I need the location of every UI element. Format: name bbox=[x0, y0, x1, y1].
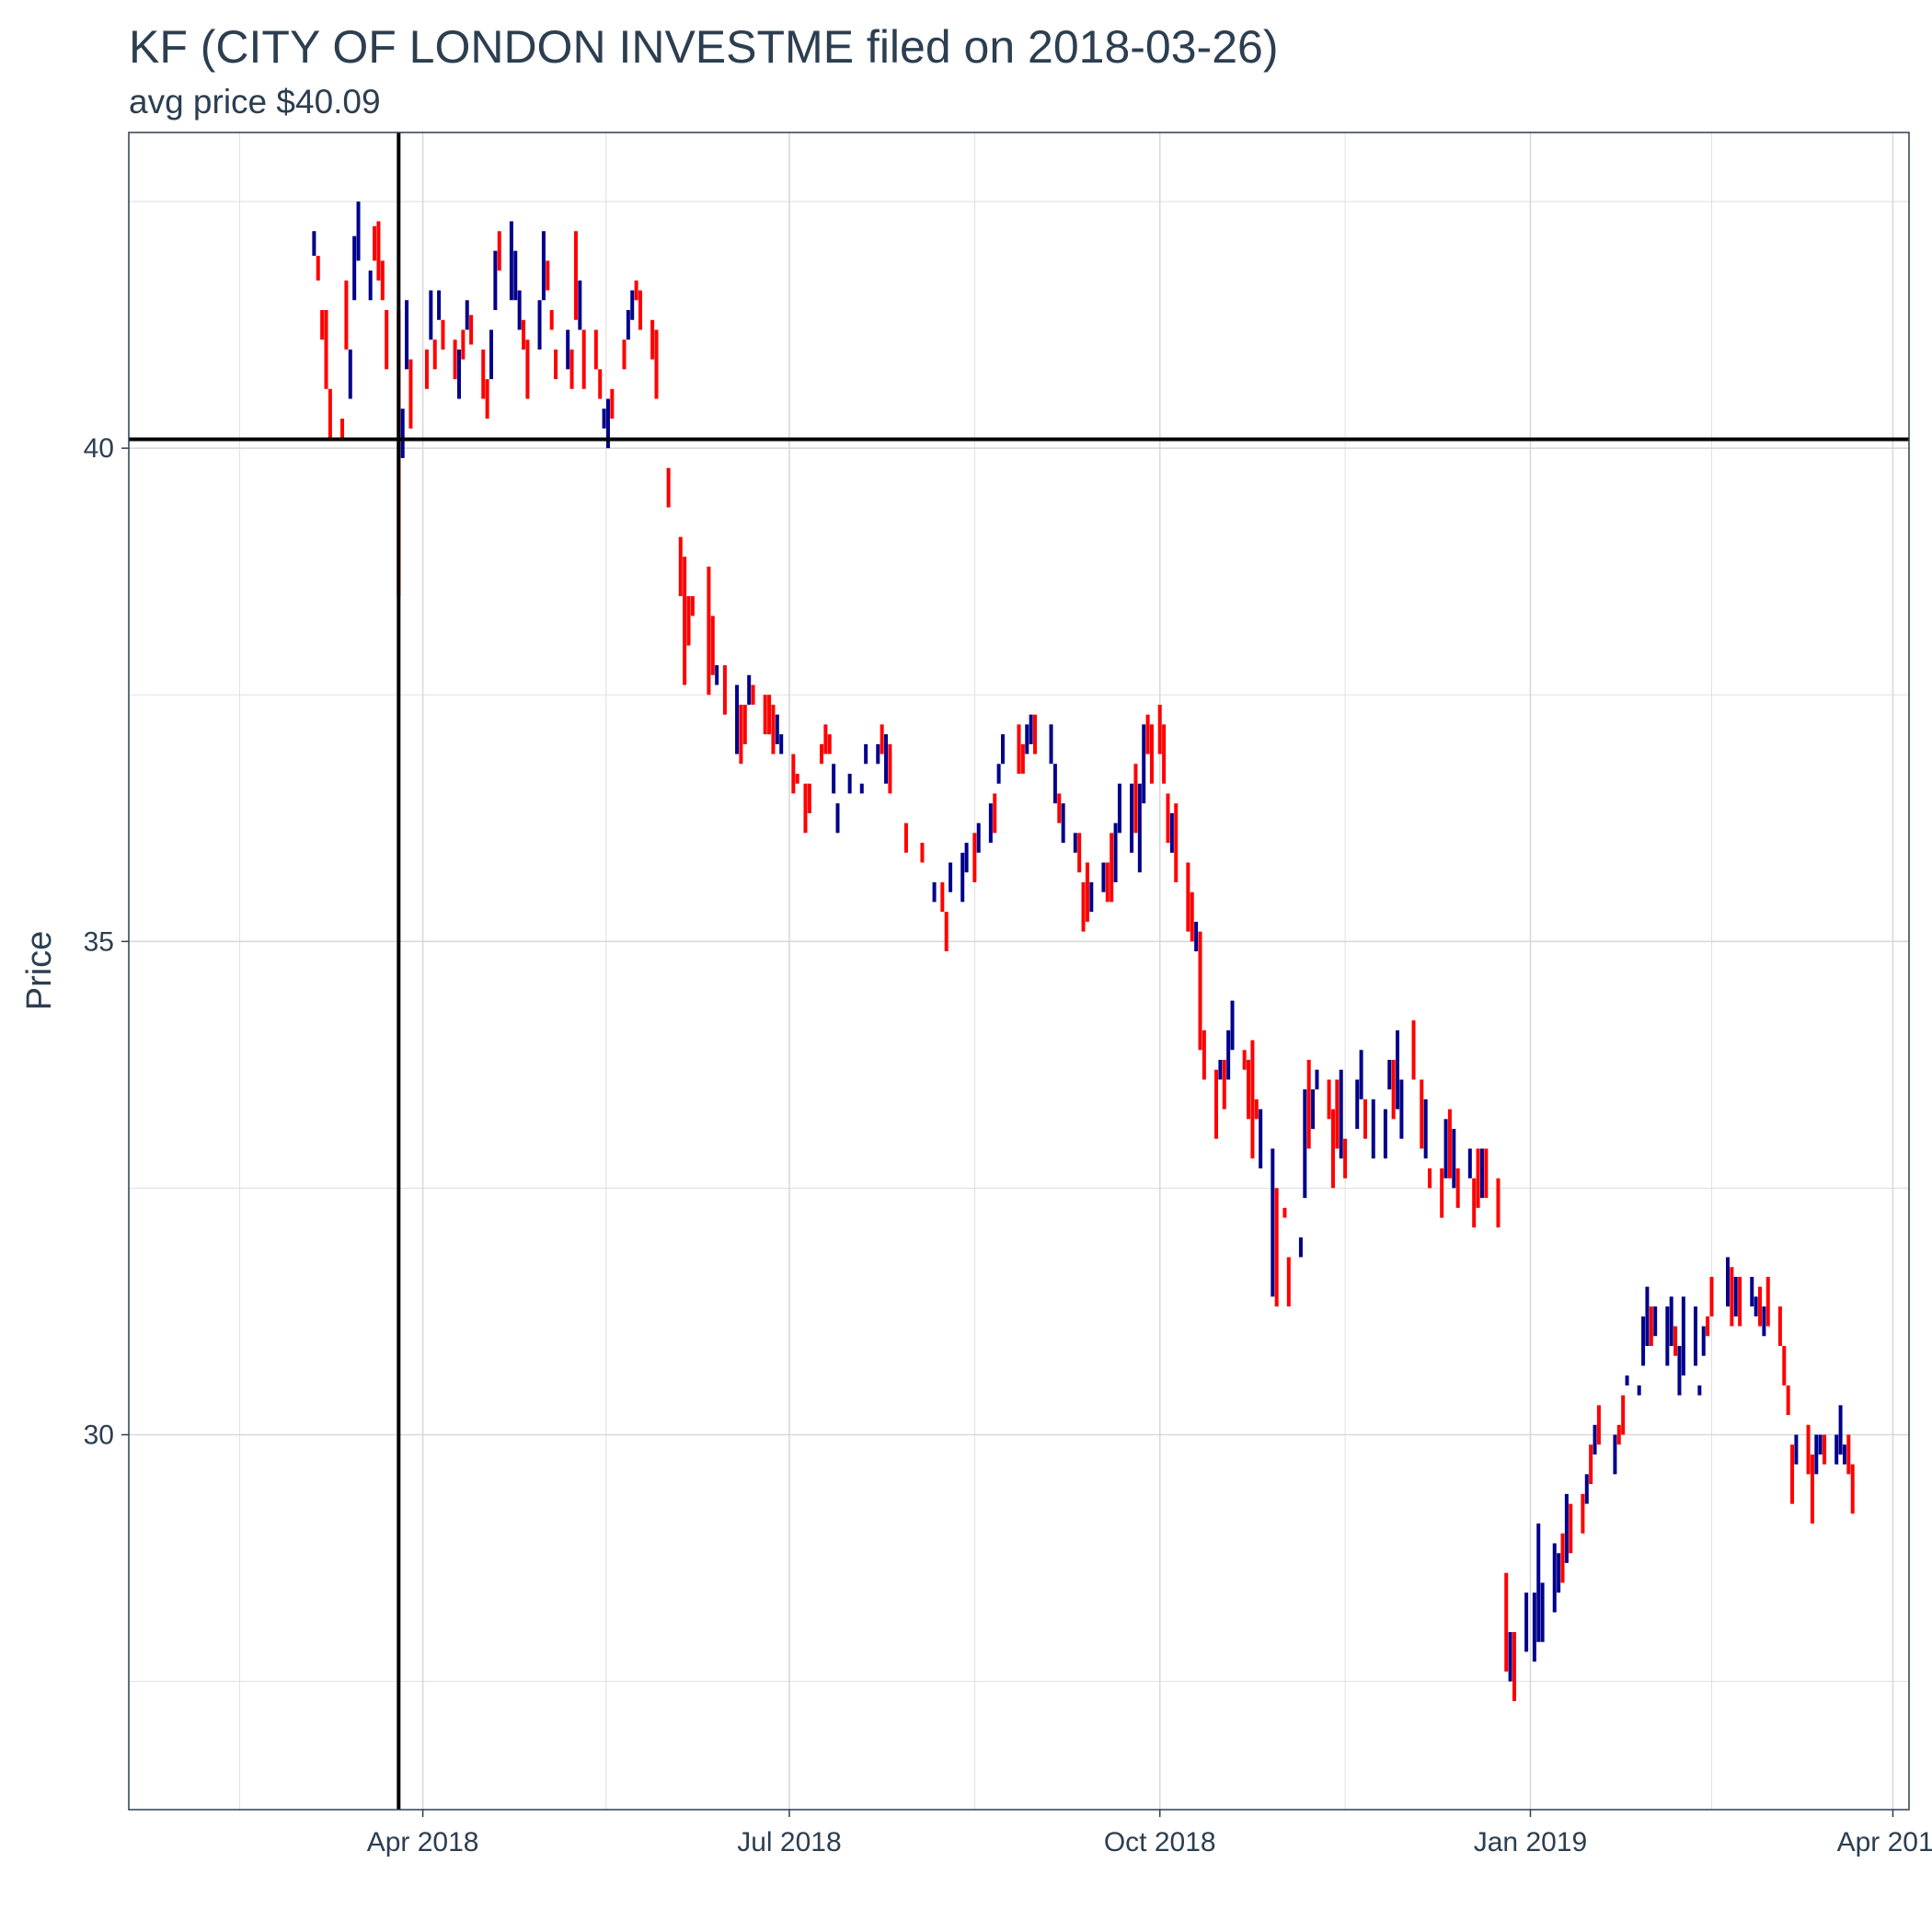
y-tick-label: 35 bbox=[84, 926, 114, 957]
x-tick-label: Apr 2019 bbox=[1837, 1827, 1932, 1857]
plot-frame bbox=[128, 132, 1910, 1811]
x-axis-ticks: Apr 2018 Jul 2018 Oct 2018 Jan 2019 Apr 2019 bbox=[367, 1810, 1932, 1857]
grid bbox=[129, 132, 1909, 1810]
y-tick-label: 30 bbox=[84, 1420, 114, 1451]
y-axis-ticks: 30 35 40 bbox=[84, 433, 129, 1451]
chart-title: KF (CITY OF LONDON INVESTME filed on 201… bbox=[129, 21, 1278, 73]
y-tick-label: 40 bbox=[84, 433, 114, 464]
x-tick-label: Apr 2018 bbox=[367, 1827, 479, 1857]
x-tick-label: Jul 2018 bbox=[737, 1827, 841, 1857]
y-axis-title: Price bbox=[20, 931, 59, 1011]
x-tick-label: Jan 2019 bbox=[1474, 1827, 1587, 1857]
reference-lines bbox=[129, 132, 1909, 1810]
x-tick-label: Oct 2018 bbox=[1104, 1827, 1216, 1857]
chart-subtitle: avg price $40.09 bbox=[129, 83, 381, 121]
ohlc-bars bbox=[312, 201, 1855, 1702]
